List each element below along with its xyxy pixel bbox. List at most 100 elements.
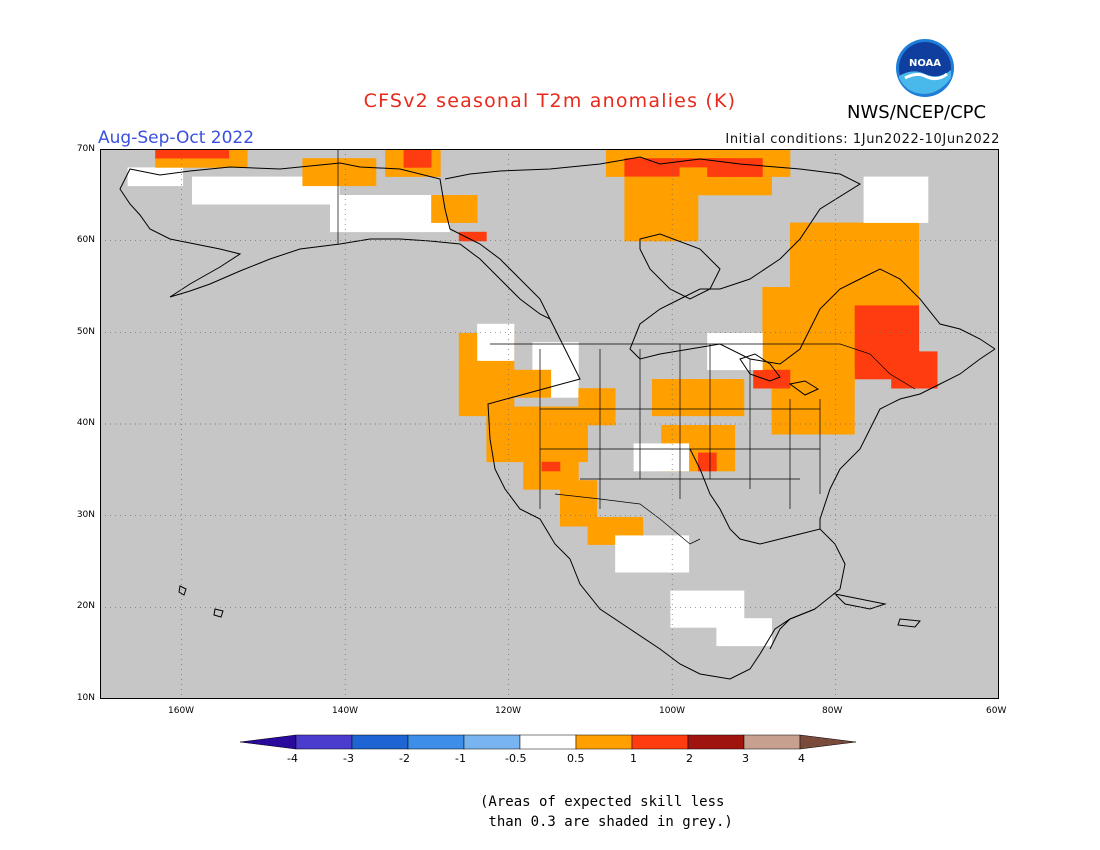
warm-cell bbox=[799, 351, 809, 361]
warm-cell bbox=[560, 480, 570, 490]
near-zero-cell bbox=[136, 167, 147, 177]
warm-cell bbox=[449, 195, 460, 205]
lat-label: 20N bbox=[76, 601, 95, 611]
near-zero-cell bbox=[909, 195, 920, 205]
warm-cell bbox=[817, 250, 828, 260]
near-zero-cell bbox=[734, 627, 745, 637]
warm-cell bbox=[762, 342, 772, 352]
warm-cell bbox=[900, 296, 910, 306]
hot-cell bbox=[854, 360, 864, 371]
near-zero-cell bbox=[431, 222, 441, 233]
warm-cell bbox=[624, 195, 634, 205]
near-zero-cell bbox=[670, 535, 680, 545]
near-zero-cell bbox=[560, 388, 570, 398]
warm-cell bbox=[615, 167, 625, 177]
warm-cell bbox=[790, 231, 800, 242]
colorbar-segment bbox=[631, 734, 689, 750]
warm-cell bbox=[532, 369, 542, 380]
warm-cell bbox=[504, 415, 515, 426]
near-zero-cell bbox=[412, 222, 423, 233]
warm-cell bbox=[872, 241, 883, 251]
warm-cell bbox=[790, 360, 800, 371]
warm-cell bbox=[311, 167, 322, 177]
near-zero-cell bbox=[330, 222, 340, 233]
warm-cell bbox=[707, 379, 717, 389]
near-zero-cell bbox=[891, 195, 901, 205]
hot-cell bbox=[541, 461, 552, 472]
near-zero-cell bbox=[284, 195, 294, 205]
warm-cell bbox=[707, 397, 717, 407]
warm-cell bbox=[753, 149, 763, 159]
near-zero-cell bbox=[366, 222, 377, 233]
warm-cell bbox=[854, 250, 864, 260]
near-zero-cell bbox=[339, 222, 349, 233]
warm-cell bbox=[882, 241, 892, 251]
warm-cell bbox=[624, 204, 634, 214]
warm-cell bbox=[799, 369, 809, 380]
warm-cell bbox=[578, 480, 588, 490]
near-zero-cell bbox=[394, 222, 404, 233]
warm-cell bbox=[514, 452, 524, 463]
near-zero-cell bbox=[486, 333, 496, 343]
warm-cell bbox=[578, 415, 588, 426]
warm-cell bbox=[431, 167, 441, 177]
warm-cell bbox=[560, 434, 570, 444]
hot-cell bbox=[900, 342, 910, 352]
warm-cell bbox=[771, 287, 782, 297]
near-zero-cell bbox=[173, 176, 184, 187]
warm-cell bbox=[688, 461, 699, 472]
warm-cell bbox=[606, 158, 616, 168]
hot-cell bbox=[909, 360, 920, 371]
warm-cell bbox=[523, 425, 533, 435]
warm-cell bbox=[780, 397, 791, 407]
near-zero-cell bbox=[725, 636, 736, 647]
warm-cell bbox=[477, 406, 487, 417]
warm-cell bbox=[578, 517, 588, 527]
warm-cell bbox=[560, 425, 570, 435]
hot-cell bbox=[900, 323, 910, 334]
warm-cell bbox=[845, 323, 855, 334]
hot-cell bbox=[900, 360, 910, 371]
near-zero-cell bbox=[504, 323, 515, 334]
warm-cell bbox=[606, 167, 616, 177]
hot-cell bbox=[744, 158, 754, 168]
warm-cell bbox=[808, 425, 818, 435]
warm-cell bbox=[624, 222, 634, 233]
near-zero-cell bbox=[707, 609, 717, 619]
hot-cell bbox=[412, 149, 423, 159]
near-zero-cell bbox=[330, 185, 340, 196]
near-zero-cell bbox=[716, 360, 726, 371]
warm-cell bbox=[882, 231, 892, 242]
warm-cell bbox=[836, 250, 846, 260]
warm-cell bbox=[532, 379, 542, 389]
hot-cell bbox=[753, 167, 763, 177]
warm-cell bbox=[550, 471, 561, 481]
warm-cell bbox=[578, 489, 588, 499]
colorbar-segment bbox=[575, 734, 633, 750]
hot-cell bbox=[891, 379, 901, 389]
warm-cell bbox=[670, 406, 680, 417]
warm-cell bbox=[578, 443, 588, 453]
near-zero-cell bbox=[918, 185, 929, 196]
hot-cell bbox=[900, 379, 910, 389]
hot-cell bbox=[854, 369, 864, 380]
warm-cell bbox=[330, 176, 340, 187]
warm-cell bbox=[826, 314, 837, 325]
warm-cell bbox=[569, 415, 579, 426]
warm-cell bbox=[882, 268, 892, 279]
warm-cell bbox=[486, 434, 496, 444]
hot-cell bbox=[716, 167, 726, 177]
warm-cell bbox=[854, 268, 864, 279]
near-zero-cell bbox=[339, 204, 349, 214]
warm-cell bbox=[744, 149, 754, 159]
warm-cell bbox=[780, 167, 791, 177]
warm-cell bbox=[633, 204, 644, 214]
hot-cell bbox=[155, 149, 165, 159]
hot-cell bbox=[854, 351, 864, 361]
near-zero-cell bbox=[882, 195, 892, 205]
warm-cell bbox=[808, 360, 818, 371]
hot-cell bbox=[882, 360, 892, 371]
near-zero-cell bbox=[661, 452, 671, 463]
warm-cell bbox=[486, 452, 496, 463]
near-zero-cell bbox=[753, 636, 763, 647]
